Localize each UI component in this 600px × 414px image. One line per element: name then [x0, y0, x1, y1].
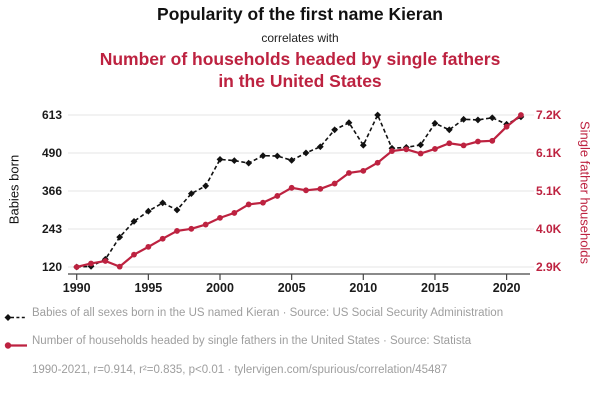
x-tick: 2010 [349, 281, 378, 295]
y-tick-left: 490 [41, 146, 62, 160]
circle-marker [88, 260, 94, 267]
diamond-marker [445, 126, 453, 134]
circle-marker [73, 264, 80, 270]
circle-marker [217, 214, 223, 221]
y-tick-right: 5.1K [536, 184, 562, 198]
diamond-marker [488, 114, 496, 122]
x-tick: 1990 [62, 281, 91, 295]
diamond-marker [144, 207, 152, 215]
stats-footer: 1990-2021, r=0.914, r²=0.835, p<0.01 · t… [32, 364, 448, 376]
y-tick-left: 613 [41, 108, 62, 122]
legend-item-kieran: Babies of all sexes born in the US named… [4, 305, 596, 327]
y-tick-left: 243 [41, 222, 62, 236]
right-axis-title: Single father households [577, 120, 593, 265]
circle-marker [145, 243, 152, 250]
diamond-marker [288, 156, 296, 164]
circle-marker [102, 258, 109, 264]
diamond-marker [474, 116, 482, 124]
circle-marker [274, 193, 281, 199]
y-tick-left: 366 [41, 184, 62, 198]
diamond-marker [431, 119, 439, 127]
series-line [76, 113, 522, 268]
secondary-title: Number of households headed by single fa… [99, 49, 501, 91]
y-tick-right: 4.0K [536, 222, 562, 236]
circle-marker [389, 148, 395, 154]
chart-header: Popularity of the first name Kieran corr… [0, 4, 600, 92]
circle-marker [346, 170, 352, 176]
x-tick: 2000 [206, 281, 234, 295]
x-tick: 2020 [492, 281, 521, 295]
diamond-marker [87, 262, 95, 270]
diamond-marker [259, 152, 267, 160]
diamond-marker [417, 141, 425, 149]
diamond-marker [230, 157, 238, 165]
circle-marker [518, 112, 524, 118]
diamond-marker [159, 199, 167, 207]
circle-marker [475, 138, 481, 145]
x-tick: 1995 [134, 281, 163, 295]
diamond-marker [245, 159, 253, 167]
circle-marker [331, 180, 338, 187]
diamond-marker [273, 152, 281, 160]
diamond-marker [345, 119, 353, 127]
circle-marker [489, 137, 496, 144]
circle-marker [174, 228, 180, 234]
diamond-marker [216, 155, 224, 163]
circle-marker [446, 140, 453, 147]
diamond-marker [302, 149, 310, 157]
y-tick-right: 7.2K [536, 108, 562, 122]
x-tick: 2015 [421, 281, 449, 295]
diamond-marker [374, 111, 382, 119]
left-axis-title: Babies born [6, 154, 22, 225]
circle-marker [360, 167, 367, 174]
connector-text: correlates with [261, 30, 339, 45]
solid-circle-marker-icon [4, 337, 28, 355]
circle-marker [403, 146, 410, 153]
diamond-marker [359, 141, 367, 149]
diamond-marker [460, 115, 468, 123]
circle-marker [245, 201, 252, 208]
circle-marker [159, 235, 166, 242]
circle-marker [460, 142, 467, 149]
x-tick: 2005 [277, 281, 306, 295]
dashed-diamond-marker-icon [4, 309, 28, 327]
diamond-marker [130, 217, 138, 225]
circle-marker [188, 225, 195, 232]
legend-label: Babies of all sexes born in the US named… [32, 307, 504, 319]
legend: Babies of all sexes born in the US named… [4, 305, 596, 376]
diamond-marker [173, 206, 181, 214]
circle-marker [231, 210, 238, 216]
diamond-marker [202, 182, 210, 190]
y-tick-right: 6.1K [536, 146, 562, 160]
page-title: Popularity of the first name Kieran [157, 4, 443, 24]
circle-marker [317, 185, 324, 192]
diamond-marker [331, 126, 339, 134]
circle-marker [417, 150, 424, 157]
circle-marker [288, 184, 295, 191]
circle-marker [202, 221, 209, 228]
circle-marker [260, 199, 266, 206]
circle-marker [116, 263, 123, 270]
legend-item-households: Number of households headed by single fa… [4, 333, 596, 355]
legend-label: Number of households headed by single fa… [32, 335, 472, 347]
diamond-marker [316, 143, 324, 151]
y-tick-right: 2.9K [536, 260, 562, 274]
circle-marker [374, 159, 381, 166]
circle-marker [131, 251, 137, 258]
y-tick-left: 120 [41, 260, 62, 274]
diamond-marker [187, 190, 195, 198]
diamond-marker [116, 233, 124, 241]
circle-marker [503, 123, 510, 130]
circle-marker [432, 146, 438, 152]
circle-marker [303, 187, 309, 194]
